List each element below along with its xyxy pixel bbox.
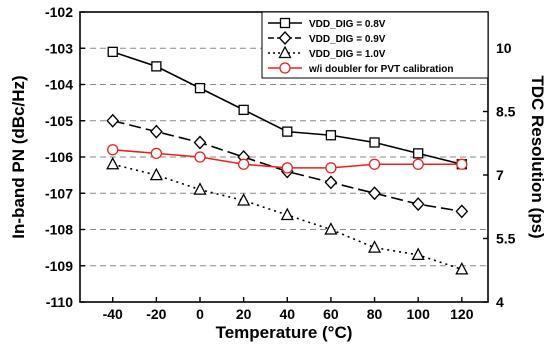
data-point — [411, 197, 425, 212]
data-point — [193, 135, 207, 150]
data-point — [455, 204, 469, 219]
x-axis-title: Temperature (°C) — [216, 323, 353, 342]
series-group — [106, 46, 469, 275]
legend-item: VDD_DIG = 0.9V — [268, 31, 386, 45]
y-tick-label: -105 — [45, 113, 73, 129]
data-point — [237, 158, 250, 170]
y2-tick-label: 7 — [496, 167, 504, 183]
y-tick-label: -110 — [46, 294, 73, 310]
data-point — [413, 148, 424, 159]
legend-marker — [279, 17, 291, 29]
data-point — [324, 175, 338, 190]
data-point — [194, 82, 206, 94]
x-tick-label: -20 — [146, 306, 166, 322]
y2-tick-label: 10 — [496, 40, 512, 56]
x-tick-label: 40 — [279, 306, 295, 322]
legend-label: VDD_DIG = 0.9V — [309, 34, 386, 45]
series-square — [107, 46, 467, 170]
data-point — [325, 162, 337, 174]
data-point — [151, 61, 162, 72]
data-point — [107, 144, 119, 156]
legend-label: w/i doubler for PVT calibration — [308, 64, 453, 75]
legend-item: VDD_DIG = 1.0V — [268, 45, 386, 60]
data-point — [237, 193, 251, 206]
data-point — [107, 46, 118, 58]
series-triangle — [106, 156, 469, 275]
legend-label: VDD_DIG = 1.0V — [309, 49, 386, 60]
legend-label: VDD_DIG = 0.8V — [309, 19, 386, 30]
data-point — [367, 240, 382, 253]
x-tick-label: 20 — [236, 306, 252, 322]
x-tick-label: 80 — [367, 306, 383, 322]
y-tick-label: -106 — [45, 149, 73, 165]
data-point — [412, 158, 424, 170]
data-point — [238, 104, 249, 116]
data-point — [193, 182, 207, 195]
y-tick-label: -107 — [45, 185, 73, 201]
data-point — [368, 158, 381, 170]
x-tick-label: 0 — [196, 306, 204, 322]
y2-tick-label: 5.5 — [496, 231, 516, 247]
y2-axis-title: TDC Resolution (ps) — [528, 75, 547, 238]
grid-lines — [80, 47, 488, 267]
legend-item: VDD_DIG = 0.8V — [268, 17, 386, 30]
legend: VDD_DIG = 0.8V VDD_DIG = 0.9V VDD_DIG = 1.… — [261, 11, 489, 79]
series-circle — [107, 144, 468, 174]
y-tick-label: -108 — [45, 222, 73, 238]
y-tick-label: -102 — [45, 4, 73, 20]
data-point — [281, 162, 293, 174]
data-point — [325, 130, 337, 141]
data-point — [411, 247, 425, 261]
data-point — [106, 113, 120, 128]
y-tick-label: -109 — [45, 258, 73, 274]
data-point — [369, 137, 380, 148]
y2-tick-label: 4 — [496, 294, 504, 310]
data-point — [368, 186, 381, 201]
legend-item: w/i doubler for PVT calibration — [268, 62, 453, 75]
data-point — [106, 156, 120, 170]
y-axis-title: In-band PN (dBc/Hz) — [9, 75, 28, 238]
data-point — [149, 167, 163, 181]
x-tick-label: -40 — [103, 306, 123, 322]
data-point — [282, 126, 293, 137]
y-tick-label: -104 — [45, 77, 73, 93]
data-point — [280, 207, 294, 221]
x-tick-label: 60 — [323, 306, 339, 322]
x-tick-label: 100 — [407, 306, 431, 322]
axes: -102 -103 -104 -105 -106 -107 -108 -109 -110 10 8.… — [45, 4, 516, 322]
y-tick-label: -103 — [45, 40, 73, 56]
y2-tick-label: 8.5 — [496, 104, 516, 120]
data-point — [456, 158, 468, 170]
legend-marker — [279, 62, 291, 74]
legend-marker — [278, 31, 292, 45]
data-point — [149, 124, 163, 139]
data-point — [194, 151, 206, 163]
data-point — [150, 147, 163, 160]
data-point — [324, 222, 338, 235]
data-point — [455, 261, 469, 275]
legend-marker — [278, 45, 292, 59]
x-tick-label: 120 — [450, 306, 474, 322]
